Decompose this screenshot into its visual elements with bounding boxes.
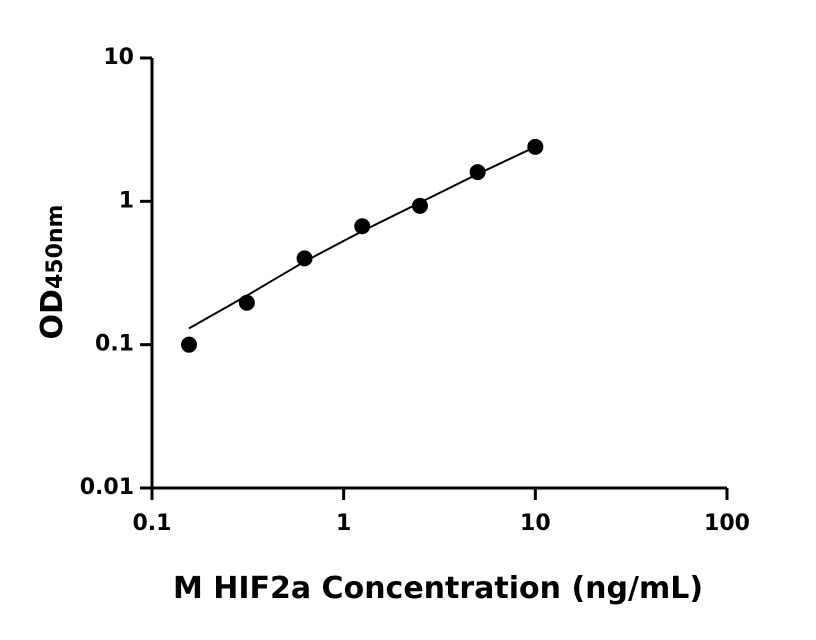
y-tick-label: 1: [119, 188, 134, 213]
data-point: [181, 336, 198, 353]
y-axis-label-sub: 450nm: [43, 205, 68, 290]
data-point: [238, 294, 255, 311]
y-tick-label: 0.01: [80, 475, 134, 500]
y-axis-label: OD450nm: [35, 205, 70, 340]
y-tick-label: 10: [103, 45, 134, 70]
y-axis-label-main: OD: [35, 289, 70, 339]
x-axis-label: M HIF2a Concentration (ng/mL): [173, 571, 703, 606]
x-tick-label: 0.1: [133, 511, 172, 536]
data-point: [296, 250, 313, 267]
x-tick-label: 1: [336, 511, 351, 536]
fit-curve: [188, 145, 536, 330]
y-tick-label: 0.1: [95, 332, 134, 357]
x-tick-label: 10: [520, 511, 551, 536]
x-tick-label: 100: [704, 511, 750, 536]
data-point: [354, 218, 371, 235]
data-point: [411, 197, 428, 214]
